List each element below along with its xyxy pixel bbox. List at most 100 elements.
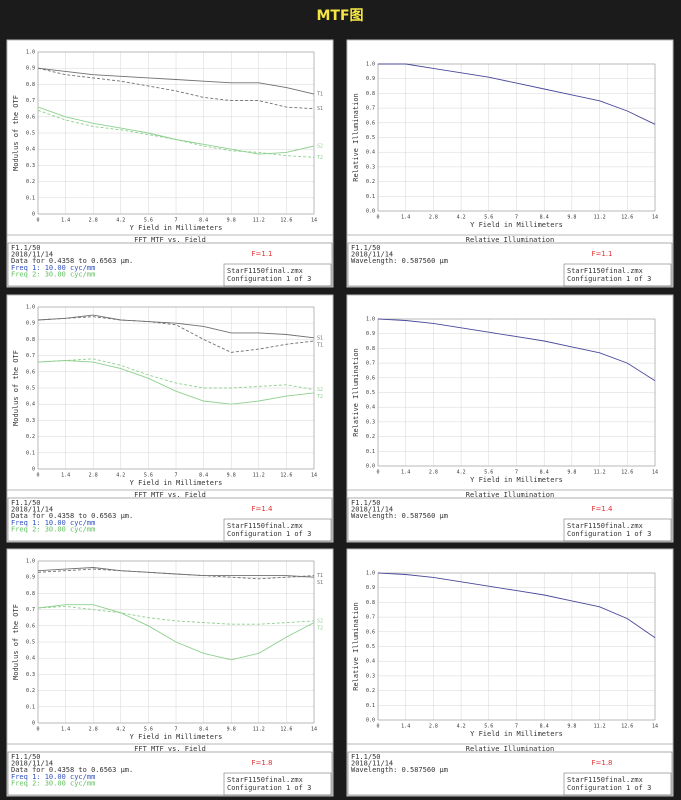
footer-note: Data for 0.4358 to 0.6563 µm. — [11, 766, 133, 774]
y-tick-label: 0.4 — [366, 659, 375, 665]
file-box — [223, 518, 332, 542]
footer-note: F1.1/50 — [11, 244, 41, 252]
plot-frame — [37, 306, 315, 470]
data-line — [37, 358, 315, 391]
y-tick-label: 1.0 — [366, 62, 375, 68]
y-tick-label: 0.8 — [26, 82, 35, 88]
footer-note: Freq 1: 10.00 cyc/mm — [11, 264, 95, 272]
data-line — [37, 605, 315, 625]
y-tick-label: 0.0 — [366, 718, 375, 724]
y-tick-label: 0.2 — [366, 688, 375, 694]
footer-box — [347, 751, 673, 796]
x-tick-label: 8.4 — [540, 215, 549, 221]
y-tick-label: 0.7 — [26, 98, 35, 104]
file-line: StarF1150final.zmx — [567, 522, 643, 530]
file-line: Configuration 1 of 3 — [227, 530, 311, 538]
footer-note: 2018/11/14 — [351, 760, 393, 768]
footer-note: 2018/11/14 — [351, 251, 393, 259]
x-tick-label: 11.2 — [594, 470, 606, 476]
f-number: F=1.8 — [591, 759, 612, 767]
y-axis-label: Relative Illumination — [352, 93, 360, 182]
x-tick-label: 2.8 — [429, 724, 438, 730]
x-tick-label: 2.8 — [89, 473, 98, 479]
file-box — [223, 263, 332, 287]
y-axis-label: Relative Illumination — [352, 348, 360, 437]
chart-title: Relative Illumination — [466, 491, 555, 499]
footer-box — [7, 497, 333, 542]
file-line: Configuration 1 of 3 — [227, 784, 311, 792]
x-tick-label: 4.2 — [116, 473, 125, 479]
file-line: StarF1150final.zmx — [227, 522, 303, 530]
chart-panel: 0.0 0.1 0.2 0.3 0.4 0.5 0.6 0.7 0.8 0.9 1.0 0 1.4 2.8… — [346, 294, 674, 543]
x-tick-label: 2.8 — [89, 218, 98, 224]
plot-frame — [377, 63, 656, 212]
chart-title: FFT MTF vs. Field — [134, 745, 206, 753]
data-line — [37, 67, 315, 110]
series-label: T1 — [317, 92, 323, 98]
y-tick-label: 0.2 — [366, 179, 375, 185]
y-tick-label: 0 — [32, 467, 35, 473]
data-line — [378, 63, 656, 125]
data-line — [377, 318, 656, 382]
y-tick-label: 0.3 — [26, 163, 35, 169]
y-tick-label: 0.8 — [366, 346, 375, 352]
y-tick-label: 0.3 — [26, 672, 35, 678]
y-axis-label: Modulus of the OTF — [12, 604, 20, 680]
x-tick-label: 8.4 — [199, 473, 208, 479]
footer-note: F1.1/50 — [351, 753, 381, 761]
f-number: F=1.4 — [251, 505, 273, 513]
x-tick-label: 7 — [515, 724, 518, 730]
x-tick-label: 11.2 — [594, 724, 606, 730]
series-label: S1 — [317, 335, 323, 341]
y-tick-label: 0.1 — [26, 195, 35, 201]
footer-note: Freq 2: 30.00 cyc/mm — [11, 270, 95, 278]
series-label: S2 — [317, 618, 323, 624]
y-tick-label: 0.5 — [26, 386, 35, 392]
x-axis-label: Y Field in Millimeters — [470, 730, 563, 738]
y-tick-label: 1.0 — [26, 50, 35, 56]
y-tick-label: 0.2 — [26, 688, 35, 694]
chart-panel: 0 0.1 0.2 0.3 0.4 0.5 0.6 0.7 0.8 0.9 1.0 0 1.4 2.8 4.… — [6, 39, 334, 288]
x-tick-label: 4.2 — [116, 218, 125, 224]
y-tick-label: 0.6 — [366, 120, 375, 126]
page-title: MTF图 — [316, 8, 363, 24]
y-tick-label: 0.3 — [26, 418, 35, 424]
x-tick-label: 1.4 — [401, 724, 410, 730]
series-label: T2 — [317, 155, 323, 161]
x-tick-label: 0 — [36, 218, 39, 224]
y-tick-label: 0.5 — [366, 644, 375, 650]
footer-note: Wavelength: 0.587560 µm — [351, 257, 448, 265]
panel-background — [6, 548, 334, 797]
x-tick-label: 14 — [311, 473, 317, 479]
y-tick-label: 1.0 — [366, 317, 375, 323]
series-label: T1 — [317, 342, 323, 348]
x-tick-label: 7 — [174, 473, 177, 479]
x-tick-label: 7 — [174, 727, 177, 733]
y-tick-label: 1.0 — [26, 559, 35, 565]
x-tick-label: 5.6 — [484, 470, 493, 476]
y-tick-label: 0.1 — [26, 450, 35, 456]
x-tick-label: 14 — [311, 218, 317, 224]
y-axis-label: Modulus of the OTF — [12, 350, 20, 426]
y-tick-label: 0.9 — [366, 331, 375, 337]
data-line — [377, 572, 656, 639]
y-tick-label: 0.2 — [26, 179, 35, 185]
x-tick-label: 4.2 — [457, 215, 466, 221]
data-line — [37, 360, 315, 405]
x-tick-label: 7 — [174, 218, 177, 224]
panel-background — [6, 39, 334, 288]
y-tick-label: 0.9 — [366, 585, 375, 591]
data-line — [37, 109, 315, 158]
x-tick-label: 1.4 — [401, 215, 410, 221]
x-tick-label: 9.8 — [227, 218, 236, 224]
x-tick-label: 8.4 — [199, 727, 208, 733]
panel-background — [6, 294, 334, 543]
x-tick-label: 12.6 — [621, 215, 633, 221]
footer-box — [7, 242, 333, 287]
series-label: S2 — [317, 387, 323, 393]
y-tick-label: 0.1 — [366, 194, 375, 200]
x-tick-label: 8.4 — [540, 470, 549, 476]
y-tick-label: 0 — [32, 212, 35, 218]
x-tick-label: 0 — [376, 724, 379, 730]
